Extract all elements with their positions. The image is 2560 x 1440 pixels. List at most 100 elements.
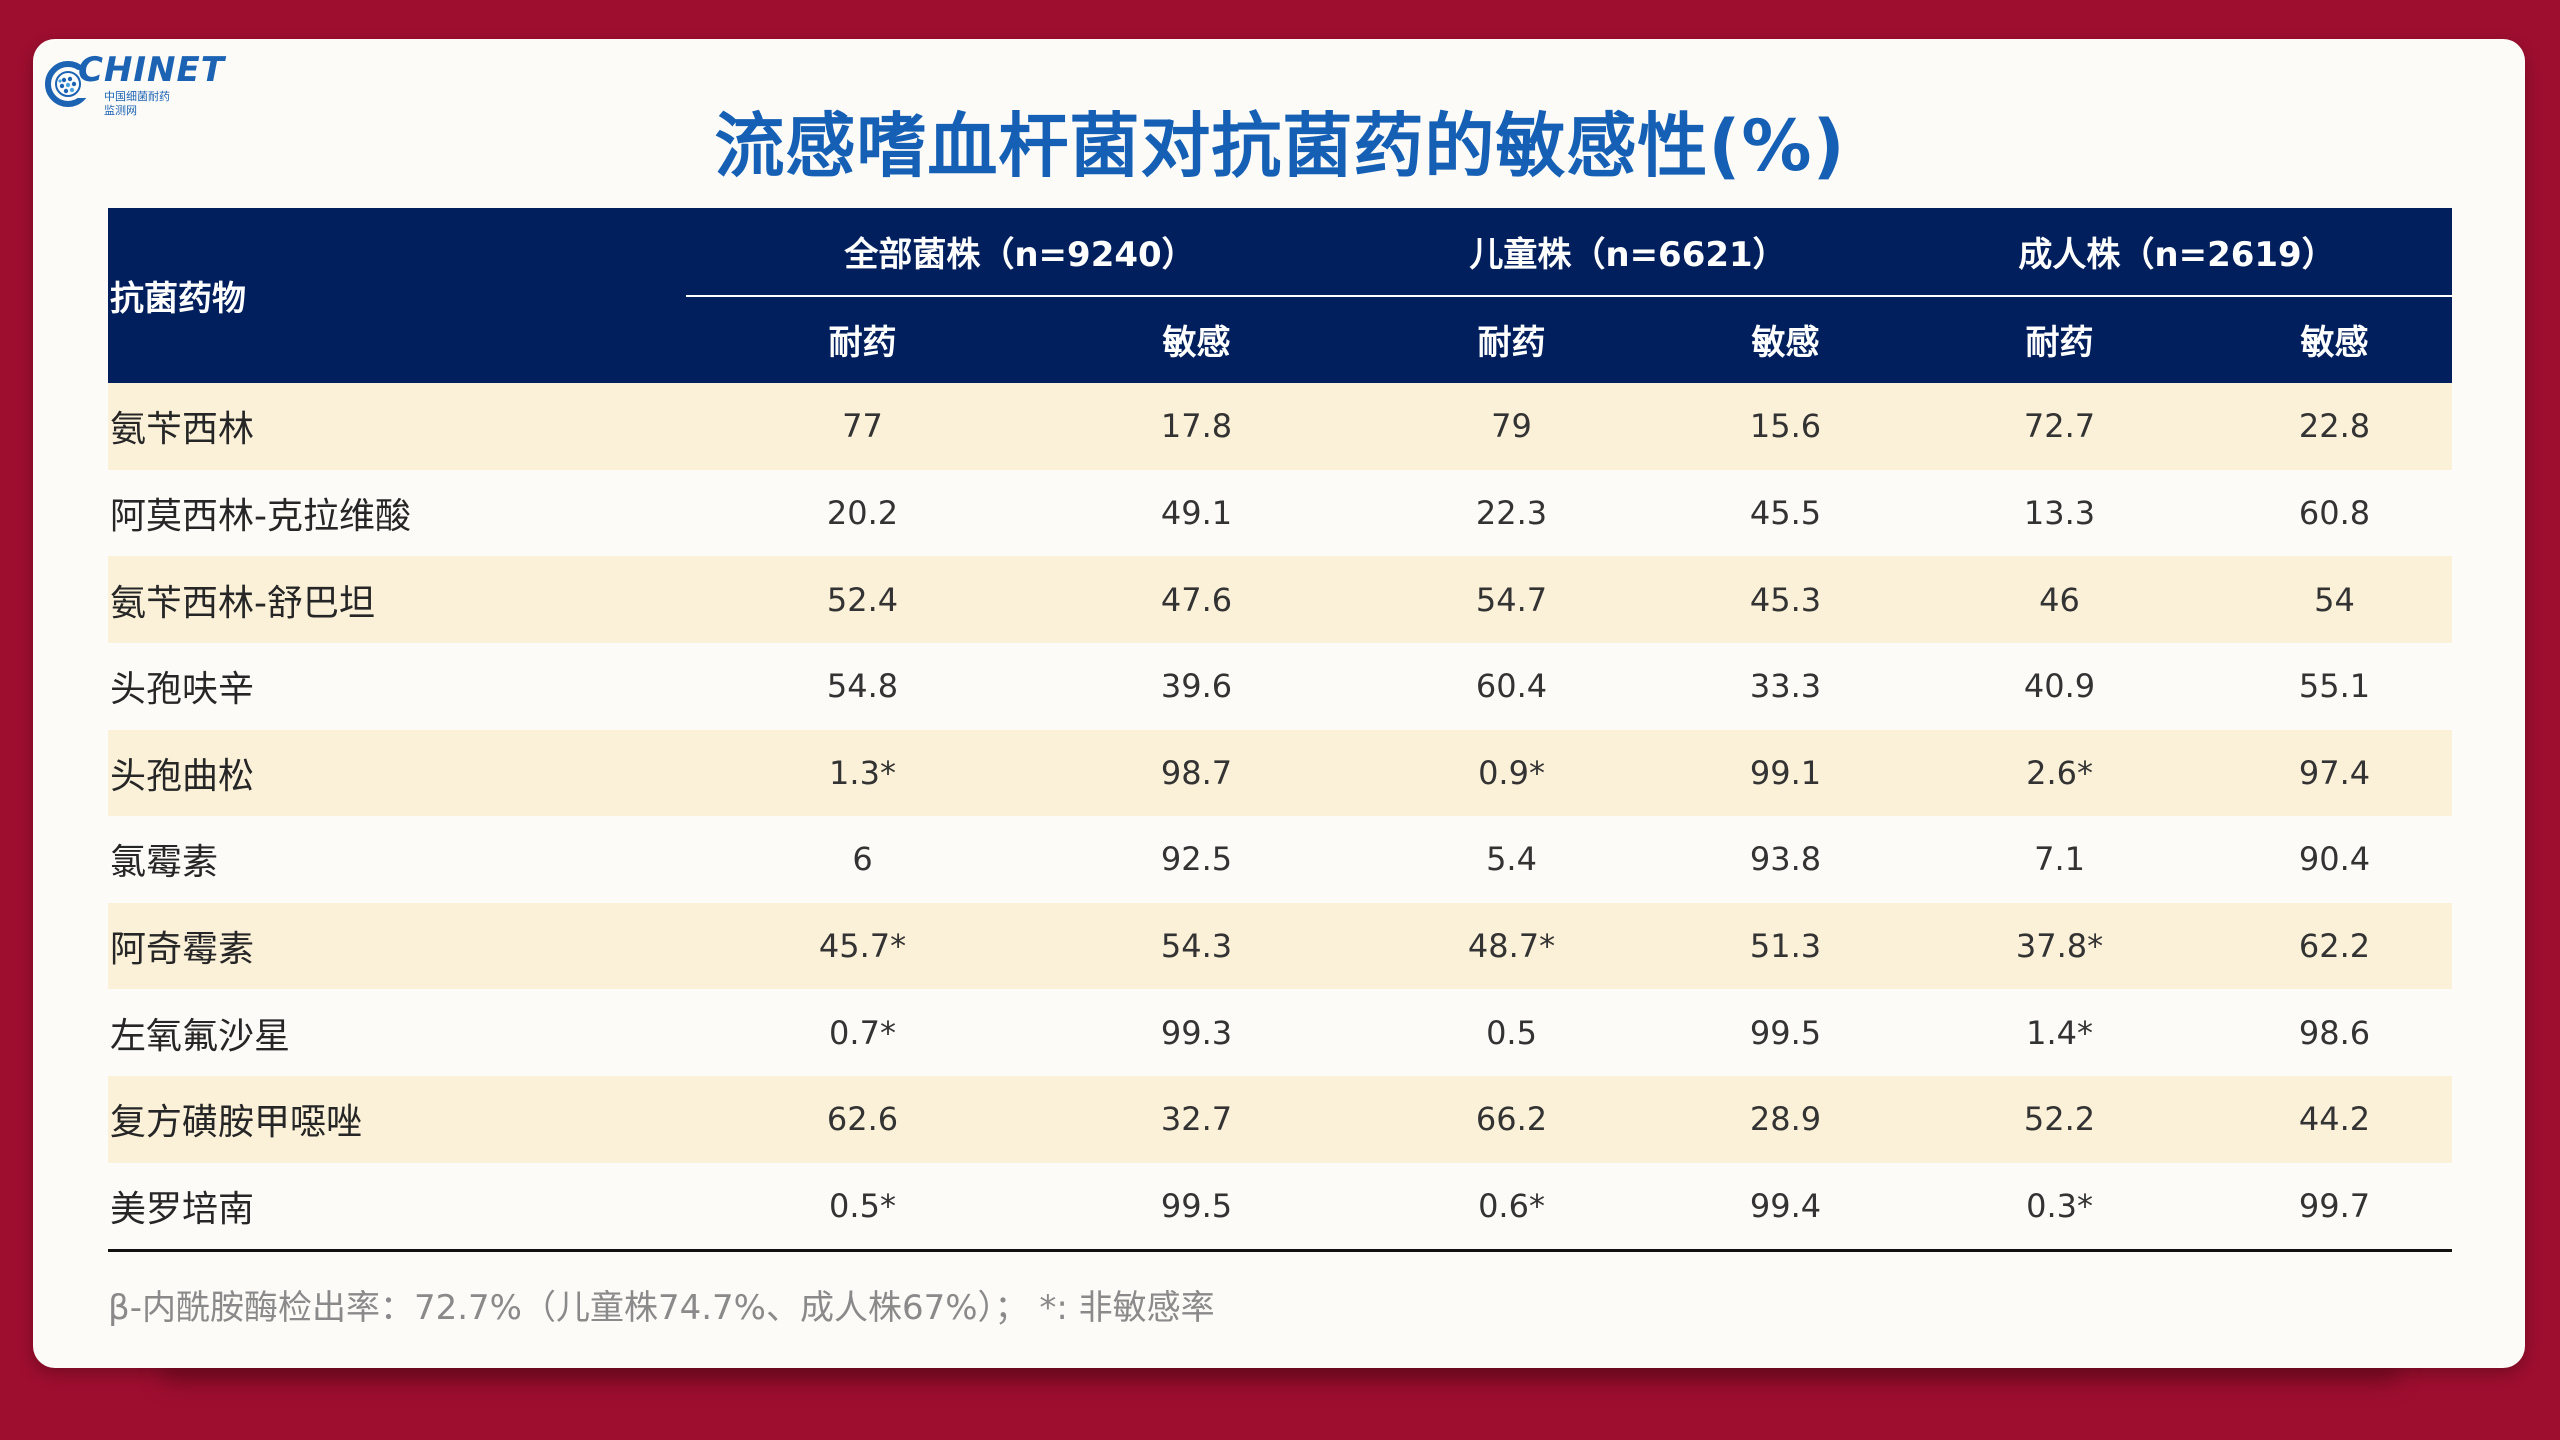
resistant-value-cell: 77 <box>686 383 1039 470</box>
resistant-value-cell: 40.9 <box>1902 642 2218 730</box>
table-row: 头孢呋辛 54.8 39.6 60.4 33.3 40.9 55.1 <box>108 642 2453 730</box>
susceptible-value-cell: 90.4 <box>2217 816 2453 903</box>
page-title: 流感嗜血杆菌对抗菌药的敏感性(%) <box>714 105 1846 187</box>
globe-icon <box>45 61 96 107</box>
group-header-adults: 成人株（n=2619） <box>1902 208 2453 297</box>
susceptible-value-cell: 99.5 <box>1669 989 1903 1076</box>
resistant-value-cell: 72.7 <box>1902 383 2218 470</box>
susceptible-value-cell: 45.3 <box>1669 556 1903 643</box>
table-row: 阿奇霉素 45.7* 54.3 48.7* 51.3 37.8* 62.2 <box>108 902 2453 990</box>
resistant-value-cell: 0.5* <box>686 1162 1039 1253</box>
drug-name-cell: 氨苄西林 <box>108 383 686 470</box>
logo-wordmark: CHINET <box>78 50 225 90</box>
table-row: 氨苄西林-舒巴坦 52.4 47.6 54.7 45.3 46 54 <box>108 556 2453 643</box>
susceptible-value-cell: 44.2 <box>2217 1075 2453 1163</box>
susceptible-value-cell: 47.6 <box>1039 556 1355 643</box>
susceptible-value-cell: 33.3 <box>1669 642 1903 730</box>
resistant-value-cell: 20.2 <box>686 469 1039 557</box>
drug-name-cell: 头孢呋辛 <box>108 642 686 730</box>
susceptible-value-cell: 99.3 <box>1039 989 1355 1076</box>
chinet-logo: CHINET 中国细菌耐药 监测网 <box>38 46 224 120</box>
resistant-value-cell: 0.7* <box>686 989 1039 1076</box>
susceptible-value-cell: 39.6 <box>1039 642 1355 730</box>
susceptible-value-cell: 97.4 <box>2217 729 2453 817</box>
footnote: β-内酰胺酶检出率：72.7%（儿童株74.7%、成人株67%）； *: 非敏感… <box>108 1288 1215 1328</box>
resistant-value-cell: 13.3 <box>1902 469 2218 557</box>
drug-column-header: 抗菌药物 <box>108 208 686 384</box>
drug-name-cell: 左氧氟沙星 <box>108 989 686 1076</box>
susceptible-value-cell: 22.8 <box>2217 383 2453 470</box>
susceptible-value-cell: 99.7 <box>2217 1162 2453 1253</box>
drug-name-cell: 复方磺胺甲噁唑 <box>108 1075 686 1163</box>
susceptible-value-cell: 99.4 <box>1669 1162 1903 1253</box>
drug-name-cell: 氯霉素 <box>108 816 686 903</box>
susceptible-value-cell: 99.1 <box>1669 729 1903 817</box>
resistant-value-cell: 54.7 <box>1354 556 1670 643</box>
table-row: 氨苄西林 77 17.8 79 15.6 72.7 22.8 <box>108 383 2453 470</box>
resistant-value-cell: 6 <box>686 816 1039 903</box>
resistant-value-cell: 0.9* <box>1354 729 1670 817</box>
resistant-value-cell: 5.4 <box>1354 816 1670 903</box>
table-row: 头孢曲松 1.3* 98.7 0.9* 99.1 2.6* 97.4 <box>108 729 2453 817</box>
table-row: 复方磺胺甲噁唑 62.6 32.7 66.2 28.9 52.2 44.2 <box>108 1075 2453 1163</box>
drug-name-cell: 氨苄西林-舒巴坦 <box>108 556 686 643</box>
susceptible-value-cell: 60.8 <box>2217 469 2453 557</box>
resistant-value-cell: 52.4 <box>686 556 1039 643</box>
header-sub-row: 耐药 敏感 耐药 敏感 耐药 敏感 <box>108 295 2453 384</box>
table-header: 抗菌药物 全部菌株（n=9240） 儿童株（n=6621） 成人株（n=2619… <box>108 208 2453 384</box>
drug-name-cell: 美罗培南 <box>108 1162 686 1253</box>
table-row: 氯霉素 6 92.5 5.4 93.8 7.1 90.4 <box>108 816 2453 903</box>
table-row: 阿莫西林-克拉维酸 20.2 49.1 22.3 45.5 13.3 60.8 <box>108 469 2453 557</box>
subheader-susceptible: 敏感 <box>2217 295 2453 384</box>
logo-subtitle-line1: 中国细菌耐药 <box>104 90 170 103</box>
table-body: 氨苄西林 77 17.8 79 15.6 72.7 22.8 阿莫西林-克拉维酸 20.2 49.… <box>108 383 2453 1253</box>
table-row: 左氧氟沙星 0.7* 99.3 0.5 99.5 1.4* 98.6 <box>108 989 2453 1076</box>
resistant-value-cell: 1.3* <box>686 729 1039 817</box>
susceptible-value-cell: 98.6 <box>2217 989 2453 1076</box>
resistant-value-cell: 66.2 <box>1354 1075 1670 1163</box>
subheader-resistant: 耐药 <box>1354 295 1670 384</box>
susceptible-value-cell: 54.3 <box>1039 902 1355 990</box>
subheader-resistant: 耐药 <box>1902 295 2218 384</box>
resistant-value-cell: 7.1 <box>1902 816 2218 903</box>
susceptible-value-cell: 32.7 <box>1039 1075 1355 1163</box>
resistant-value-cell: 0.6* <box>1354 1162 1670 1253</box>
resistant-value-cell: 46 <box>1902 556 2218 643</box>
resistant-value-cell: 1.4* <box>1902 989 2218 1076</box>
resistant-value-cell: 0.3* <box>1902 1162 2218 1253</box>
subheader-resistant: 耐药 <box>686 295 1039 384</box>
susceptible-value-cell: 62.2 <box>2217 902 2453 990</box>
resistant-value-cell: 48.7* <box>1354 902 1670 990</box>
resistant-value-cell: 54.8 <box>686 642 1039 730</box>
susceptible-value-cell: 98.7 <box>1039 729 1355 817</box>
group-header-all-strains: 全部菌株（n=9240） <box>686 208 1355 297</box>
group-header-children: 儿童株（n=6621） <box>1354 208 1903 297</box>
susceptible-value-cell: 54 <box>2217 556 2453 643</box>
resistant-value-cell: 2.6* <box>1902 729 2218 817</box>
resistant-value-cell: 79 <box>1354 383 1670 470</box>
susceptible-value-cell: 49.1 <box>1039 469 1355 557</box>
susceptible-value-cell: 99.5 <box>1039 1162 1355 1253</box>
drug-name-cell: 头孢曲松 <box>108 729 686 817</box>
resistant-value-cell: 52.2 <box>1902 1075 2218 1163</box>
resistant-value-cell: 62.6 <box>686 1075 1039 1163</box>
susceptible-value-cell: 92.5 <box>1039 816 1355 903</box>
susceptible-value-cell: 51.3 <box>1669 902 1903 990</box>
susceptible-value-cell: 55.1 <box>2217 642 2453 730</box>
susceptible-value-cell: 93.8 <box>1669 816 1903 903</box>
drug-name-cell: 阿莫西林-克拉维酸 <box>108 469 686 557</box>
susceptible-value-cell: 17.8 <box>1039 383 1355 470</box>
subheader-susceptible: 敏感 <box>1039 295 1355 384</box>
resistant-value-cell: 22.3 <box>1354 469 1670 557</box>
logo-subtitle-line2: 监测网 <box>104 104 137 117</box>
subheader-susceptible: 敏感 <box>1669 295 1903 384</box>
drug-name-cell: 阿奇霉素 <box>108 902 686 990</box>
susceptible-value-cell: 45.5 <box>1669 469 1903 557</box>
resistant-value-cell: 0.5 <box>1354 989 1670 1076</box>
resistant-value-cell: 60.4 <box>1354 642 1670 730</box>
susceptible-value-cell: 28.9 <box>1669 1075 1903 1163</box>
susceptible-value-cell: 15.6 <box>1669 383 1903 470</box>
susceptibility-table: 抗菌药物 全部菌株（n=9240） 儿童株（n=6621） 成人株（n=2619… <box>108 208 2453 1253</box>
table-row: 美罗培南 0.5* 99.5 0.6* 99.4 0.3* 99.7 <box>108 1162 2453 1253</box>
resistant-value-cell: 45.7* <box>686 902 1039 990</box>
